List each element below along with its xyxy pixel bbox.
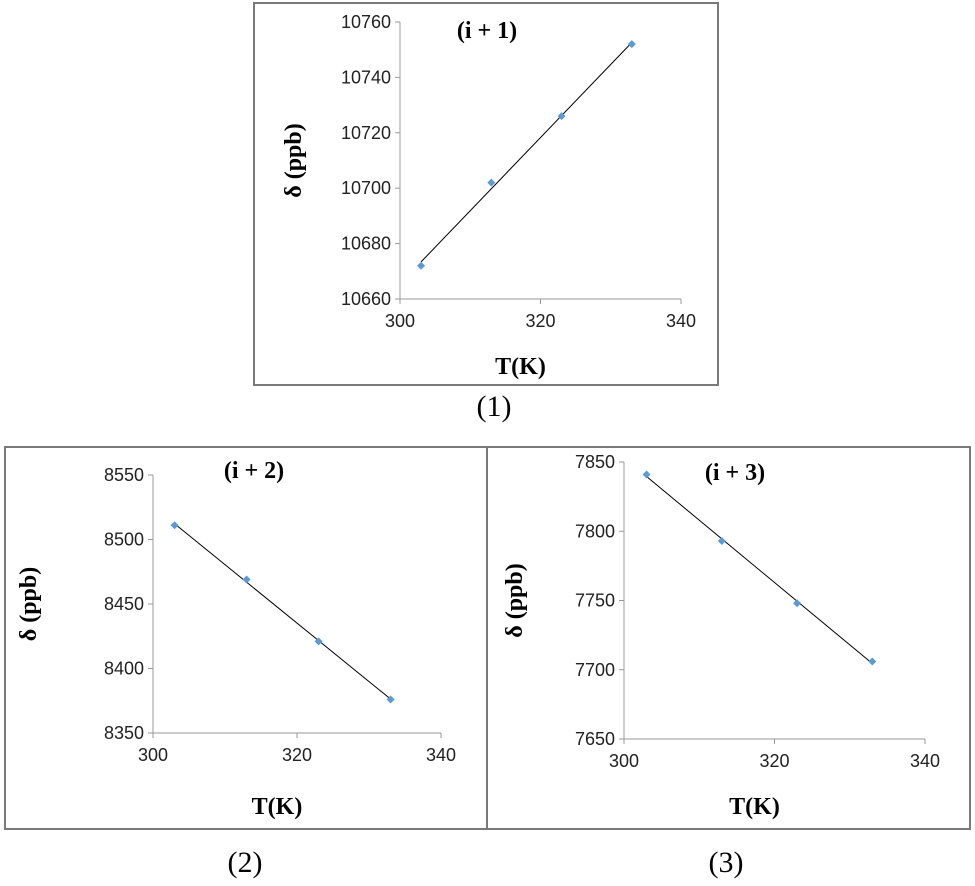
y-tick-label: 10660 (341, 289, 391, 309)
y-tick-label: 8350 (104, 723, 144, 743)
chart-1: 10660 10680 10700 10720 10740 10760 300 320 340 (… (281, 12, 696, 380)
data-point (314, 637, 323, 646)
chart-panel-3: 7650 7700 7750 7800 7850 300 320 340 (i + 3) T(K)… (486, 446, 971, 830)
y-tick-label: 10700 (341, 178, 391, 198)
x-tick-label: 340 (426, 745, 456, 765)
data-point (868, 657, 877, 666)
y-axis-label: δ (ppb) (502, 563, 528, 637)
chart-caption-2: (2) (227, 846, 263, 879)
x-axis-label: T(K) (252, 794, 303, 820)
data-point (242, 575, 251, 584)
y-tick-label: 10720 (341, 123, 391, 143)
x-tick-label: 300 (138, 745, 168, 765)
x-tick-label: 320 (282, 745, 312, 765)
chart-caption-3: (3) (708, 846, 744, 879)
y-tick-label: 8500 (104, 530, 144, 550)
trendline (420, 42, 633, 263)
y-tick-label: 7850 (575, 452, 615, 472)
y-tick-label: 10760 (341, 12, 391, 32)
x-tick-label: 300 (385, 311, 415, 331)
y-tick-label: 7650 (575, 729, 615, 749)
y-tick-label: 8400 (104, 659, 144, 679)
y-tick-label: 7750 (575, 591, 615, 611)
x-tick-label: 340 (910, 751, 940, 771)
y-tick-label: 7800 (575, 521, 615, 541)
chart-3: 7650 7700 7750 7800 7850 300 320 340 (i + 3) T(K)… (502, 452, 940, 820)
data-point (627, 40, 636, 49)
data-point (386, 695, 395, 704)
y-tick-label: 10680 (341, 234, 391, 254)
y-tick-label: 8450 (104, 594, 144, 614)
x-tick-label: 320 (525, 311, 555, 331)
data-point (417, 261, 426, 270)
trendline (646, 476, 873, 664)
y-axis-label: δ (ppb) (281, 123, 307, 197)
data-point (642, 470, 651, 479)
x-axis-label: T(K) (729, 794, 780, 820)
data-point (557, 112, 566, 121)
x-tick-label: 320 (759, 751, 789, 771)
data-point (793, 599, 802, 608)
x-axis-label: T(K) (495, 354, 546, 380)
data-point (717, 536, 726, 545)
x-tick-label: 300 (609, 751, 639, 771)
chart-panel-1: 10660 10680 10700 10720 10740 10760 300 320 340 (… (253, 2, 719, 386)
chart-panel-2: 8350 8400 8450 8500 8550 300 320 340 (i + 2) T(K)… (4, 446, 488, 830)
chart-2: 8350 8400 8450 8500 8550 300 320 340 (i + 2) T(K)… (16, 458, 456, 820)
chart-title: (i + 1) (457, 18, 517, 44)
trendline (174, 523, 391, 700)
y-axis-label: δ (ppb) (16, 567, 42, 641)
x-tick-label: 340 (666, 311, 696, 331)
y-tick-label: 10740 (341, 67, 391, 87)
chart-title: (i + 3) (705, 460, 765, 486)
chart-caption-1: (1) (476, 390, 512, 423)
y-tick-label: 7700 (575, 660, 615, 680)
data-point (487, 178, 496, 187)
y-tick-label: 8550 (104, 465, 144, 485)
data-point (170, 521, 179, 530)
chart-title: (i + 2) (224, 458, 284, 484)
